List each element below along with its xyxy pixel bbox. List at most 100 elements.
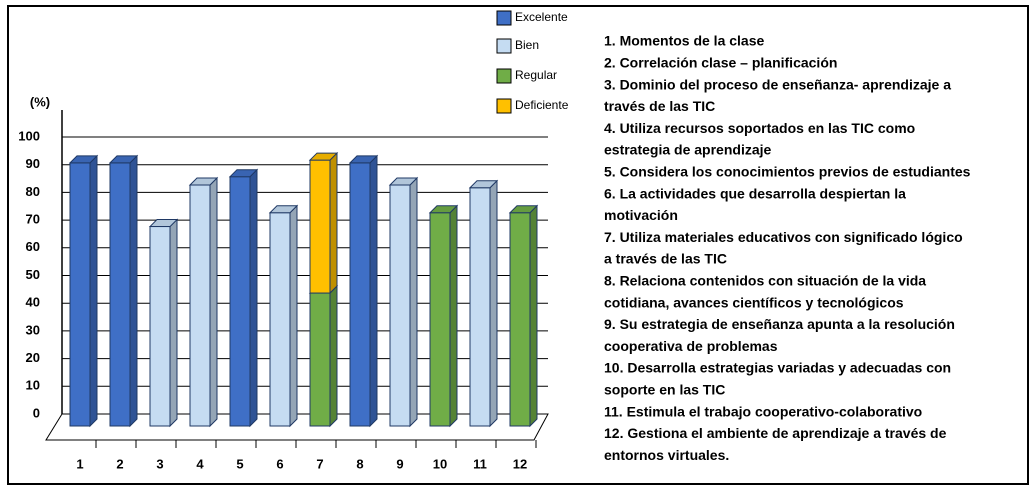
note: 5. Considera los conocimientos previos d… bbox=[604, 164, 971, 180]
bar-face bbox=[329, 151, 338, 295]
x-tick-label: 2 bbox=[116, 456, 123, 471]
bar-face bbox=[489, 179, 498, 428]
x-tick-label: 5 bbox=[236, 456, 243, 471]
x-tick-label: 1 bbox=[76, 456, 83, 471]
bar bbox=[308, 284, 339, 428]
bar bbox=[388, 176, 419, 428]
y-tick-label: 100 bbox=[18, 128, 40, 143]
legend-swatch bbox=[496, 68, 512, 84]
bar bbox=[268, 204, 299, 428]
note: 10. Desarrolla estrategias variadas y ad… bbox=[604, 360, 951, 376]
bar-face bbox=[69, 162, 91, 427]
bar-face bbox=[468, 180, 499, 189]
bar-face bbox=[449, 204, 458, 428]
bar-face bbox=[349, 162, 371, 427]
note: 4. Utiliza recursos soportados en las TI… bbox=[604, 120, 915, 136]
legend-label: Regular bbox=[515, 68, 557, 82]
bar-face bbox=[429, 212, 451, 427]
bar-face bbox=[148, 219, 179, 228]
bar-face bbox=[529, 204, 538, 428]
bar-face bbox=[89, 154, 98, 428]
bar-face bbox=[68, 155, 99, 164]
bar bbox=[468, 179, 499, 428]
y-tick-label: 40 bbox=[26, 295, 40, 310]
bar bbox=[428, 204, 459, 428]
bar-face bbox=[149, 226, 171, 427]
bar bbox=[348, 154, 379, 428]
note: cotidiana, avances científicos y tecnoló… bbox=[604, 294, 904, 310]
bar bbox=[68, 154, 99, 428]
x-tick-label: 7 bbox=[316, 456, 323, 471]
bar-face bbox=[389, 184, 411, 427]
bar-face bbox=[409, 176, 418, 428]
bar-face bbox=[129, 154, 138, 428]
note: 12. Gestiona el ambiente de aprendizaje … bbox=[604, 425, 947, 441]
bar-face bbox=[388, 177, 419, 186]
bar-face bbox=[309, 292, 331, 427]
note: través de las TIC bbox=[604, 98, 715, 114]
bar bbox=[228, 168, 259, 428]
y-tick-label: 80 bbox=[26, 184, 40, 199]
note: 7. Utiliza materiales educativos con sig… bbox=[604, 229, 963, 245]
y-tick-label: 50 bbox=[26, 267, 40, 282]
legend-label: Bien bbox=[515, 38, 539, 52]
y-tick-label: 30 bbox=[26, 322, 40, 337]
bar bbox=[188, 176, 219, 428]
x-tick-label: 3 bbox=[156, 456, 163, 471]
note: 6. La actividades que desarrolla despier… bbox=[604, 185, 906, 201]
bar-face bbox=[428, 205, 459, 214]
bar-face bbox=[329, 284, 338, 428]
note: motivación bbox=[604, 207, 678, 223]
legend-swatch bbox=[496, 98, 512, 114]
bar-face bbox=[289, 204, 298, 428]
y-tick-label: 10 bbox=[26, 378, 40, 393]
note: soporte en las TIC bbox=[604, 382, 725, 398]
legend-label: Deficiente bbox=[515, 98, 569, 112]
x-tick-label: 12 bbox=[513, 456, 527, 471]
bar-face bbox=[169, 218, 178, 428]
bar-face bbox=[188, 177, 219, 186]
bar-face bbox=[209, 176, 218, 428]
legend-swatch bbox=[496, 10, 512, 26]
bar-face bbox=[469, 187, 491, 427]
legend-label: Excelente bbox=[515, 10, 568, 24]
x-tick-label: 4 bbox=[196, 456, 204, 471]
bar bbox=[108, 154, 139, 428]
x-tick-label: 11 bbox=[473, 456, 487, 471]
note: estrategia de aprendizaje bbox=[604, 142, 772, 158]
bar bbox=[508, 204, 539, 428]
bar bbox=[308, 151, 339, 295]
note: 8. Relaciona contenidos con situación de… bbox=[604, 273, 926, 289]
bar-face bbox=[189, 184, 211, 427]
y-axis-label: (%) bbox=[30, 94, 50, 109]
bar-face bbox=[228, 169, 259, 178]
note: cooperativa de problemas bbox=[604, 338, 778, 354]
legend-swatch bbox=[496, 38, 512, 54]
bar-face bbox=[109, 162, 131, 427]
bar-face bbox=[249, 168, 258, 428]
frame bbox=[7, 5, 1029, 485]
bar-face bbox=[108, 155, 139, 164]
x-tick-label: 9 bbox=[396, 456, 403, 471]
note: 3. Dominio del proceso de enseñanza- apr… bbox=[604, 76, 951, 92]
note: entornos virtuales. bbox=[604, 447, 729, 463]
bar-face bbox=[508, 205, 539, 214]
x-tick-label: 6 bbox=[276, 456, 283, 471]
x-tick-label: 8 bbox=[356, 456, 363, 471]
note: 9. Su estrategia de enseñanza apunta a l… bbox=[604, 316, 955, 332]
bar-face bbox=[369, 154, 378, 428]
note: a través de las TIC bbox=[604, 251, 727, 267]
x-tick-label: 10 bbox=[433, 456, 447, 471]
bar-face bbox=[229, 176, 251, 427]
y-tick-label: 90 bbox=[26, 156, 40, 171]
bar-face bbox=[308, 152, 339, 161]
y-tick-label: 60 bbox=[26, 239, 40, 254]
bar-face bbox=[348, 155, 379, 164]
bar-face bbox=[309, 159, 331, 294]
note: 1. Momentos de la clase bbox=[604, 33, 764, 49]
bar-face bbox=[269, 212, 291, 427]
y-tick-label: 20 bbox=[26, 350, 40, 365]
bar-face bbox=[268, 205, 299, 214]
y-tick-label: 0 bbox=[33, 405, 40, 420]
